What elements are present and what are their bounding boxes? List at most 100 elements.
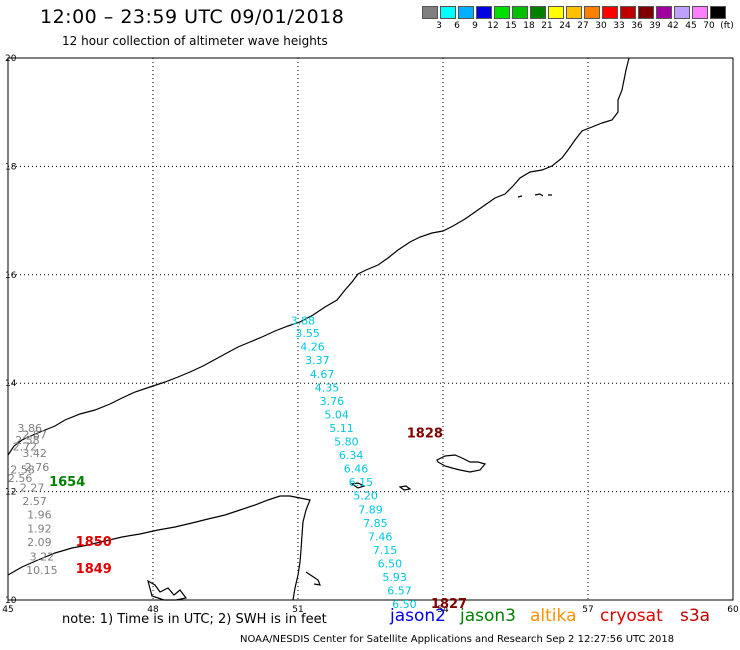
legend-swatch xyxy=(530,6,546,19)
pass-time-label: 1654 xyxy=(49,475,85,490)
swh-value-label: 5.04 xyxy=(324,408,349,421)
swh-value-label: 5.93 xyxy=(382,571,407,584)
legend-swatch xyxy=(440,6,456,19)
swh-value-label: 7.85 xyxy=(363,517,388,530)
swh-value-label: 6.46 xyxy=(344,463,369,476)
swh-value-label: 2.76 xyxy=(25,461,50,474)
swh-value-label: 5.20 xyxy=(353,490,378,503)
swh-value-label: 3.22 xyxy=(30,550,55,563)
coastline-djibouti xyxy=(147,579,188,601)
legend-label: 70 xyxy=(703,21,715,31)
swh-value-label: 3.86 xyxy=(18,422,43,435)
legend-swatch xyxy=(602,6,618,19)
lon-tick-label: 57 xyxy=(582,605,593,615)
swh-value-label: 6.15 xyxy=(349,476,374,489)
swh-value-label: 6.50 xyxy=(392,598,417,611)
map-frame xyxy=(7,57,734,601)
map-title: 12:00 – 23:59 UTC 09/01/2018 xyxy=(40,6,345,28)
legend-label: 12 xyxy=(487,21,499,31)
swh-value-label: 1.96 xyxy=(27,509,52,522)
coastline-kuria-muria xyxy=(517,193,552,198)
legend-swatch xyxy=(584,6,600,19)
pass-time-label: 1849 xyxy=(76,562,112,577)
swh-value-label: 5.11 xyxy=(329,422,354,435)
altimeter-tracks: 3.883.554.263.374.674.353.765.045.115.80… xyxy=(8,315,417,611)
lat-lon-grid: 45 48 51 54 57 60 20 18 16 14 12 10 xyxy=(2,54,739,615)
legend-label: 36 xyxy=(631,21,643,31)
footer-credit: NOAA/NESDIS Center for Satellite Applica… xyxy=(240,634,675,645)
lat-tick-label: 20 xyxy=(5,54,17,64)
swh-value-label: 5.80 xyxy=(334,436,359,449)
legend-swatch xyxy=(710,6,726,19)
swh-value-label: 2.57 xyxy=(22,495,47,508)
pass-time-label: 1828 xyxy=(407,426,443,441)
satellite-s3a: s3a xyxy=(680,606,711,626)
swh-value-label: 2.09 xyxy=(27,536,52,549)
legend-label: 18 xyxy=(523,21,535,31)
swh-value-label: 7.15 xyxy=(373,544,398,557)
satellite-jason2: jason2 xyxy=(390,606,446,626)
swh-value-label: 2.72 xyxy=(13,440,38,453)
swh-value-label: 6.57 xyxy=(387,585,412,598)
color-legend: 3 6 9 12 15 18 21 24 27 30 33 36 39 42 45 70 (ft) xyxy=(422,6,734,38)
swh-value-label: 7.46 xyxy=(368,530,393,543)
lat-tick-label: 18 xyxy=(5,162,17,172)
legend-swatch xyxy=(512,6,528,19)
satellite-cryosat: cryosat xyxy=(600,606,663,626)
lat-tick-label: 16 xyxy=(5,271,17,281)
swh-value-label: 3.42 xyxy=(22,447,47,460)
legend-label: 45 xyxy=(685,21,697,31)
swh-value-label: 10.15 xyxy=(26,564,58,577)
legend-label: 15 xyxy=(505,21,517,31)
legend-label: 39 xyxy=(649,21,661,31)
lon-tick-label: 48 xyxy=(147,605,159,615)
legend-swatch xyxy=(458,6,474,19)
lat-tick-label: 14 xyxy=(5,379,17,389)
coastline-arabian-peninsula xyxy=(7,57,630,456)
pass-time-label: 1827 xyxy=(431,597,467,612)
legend-swatch xyxy=(548,6,564,19)
legend-label: 30 xyxy=(595,21,607,31)
coastline xyxy=(7,57,630,601)
swh-value-label: 2.58 xyxy=(15,434,40,447)
swh-value-label: 2.58 xyxy=(10,464,35,477)
swh-value-label: 4.35 xyxy=(315,381,340,394)
legend-swatch xyxy=(674,6,690,19)
legend-label: 6 xyxy=(454,21,460,31)
pass-time-label: 1850 xyxy=(76,535,112,550)
coastline-socotra xyxy=(436,454,487,473)
legend-label: 24 xyxy=(559,21,571,31)
swh-value-label: 4.67 xyxy=(310,368,335,381)
pass-time-labels: 1828 1654 1850 1849 1827 xyxy=(49,426,467,612)
legend-swatch xyxy=(476,6,492,19)
legend-label: 9 xyxy=(472,21,478,31)
legend-label: 27 xyxy=(577,21,589,31)
legend-swatch xyxy=(692,6,708,19)
footer-note: note: 1) Time is in UTC; 2) SWH is in fe… xyxy=(62,612,327,627)
legend-label: 42 xyxy=(667,21,679,31)
lon-tick-label: 60 xyxy=(727,605,739,615)
swh-value-label: 6.50 xyxy=(378,557,403,570)
swh-value-label: 3.55 xyxy=(295,327,320,340)
swh-value-label: 3.76 xyxy=(320,395,345,408)
lon-tick-label: 51 xyxy=(292,605,303,615)
legend-swatch xyxy=(656,6,672,19)
satellite-jason3: jason3 xyxy=(460,606,516,626)
legend-label: 21 xyxy=(541,21,553,31)
swh-value-label: 7.89 xyxy=(358,503,383,516)
coastline-somalia-east xyxy=(305,571,321,586)
legend-label: (ft) xyxy=(720,21,734,31)
legend-label: 33 xyxy=(613,21,625,31)
legend-swatch xyxy=(494,6,510,19)
coastline-islet-b xyxy=(350,482,366,489)
legend-swatch xyxy=(638,6,654,19)
legend-swatch xyxy=(422,6,438,19)
legend-label: 3 xyxy=(436,21,442,31)
lon-tick-label: 54 xyxy=(437,605,449,615)
swh-value-label: 3.37 xyxy=(305,354,330,367)
swh-value-label: 6.34 xyxy=(339,449,364,462)
swh-value-label: 2.87 xyxy=(22,428,47,441)
swh-value-label: 4.26 xyxy=(300,341,325,354)
coastline-horn-of-africa xyxy=(7,495,311,601)
